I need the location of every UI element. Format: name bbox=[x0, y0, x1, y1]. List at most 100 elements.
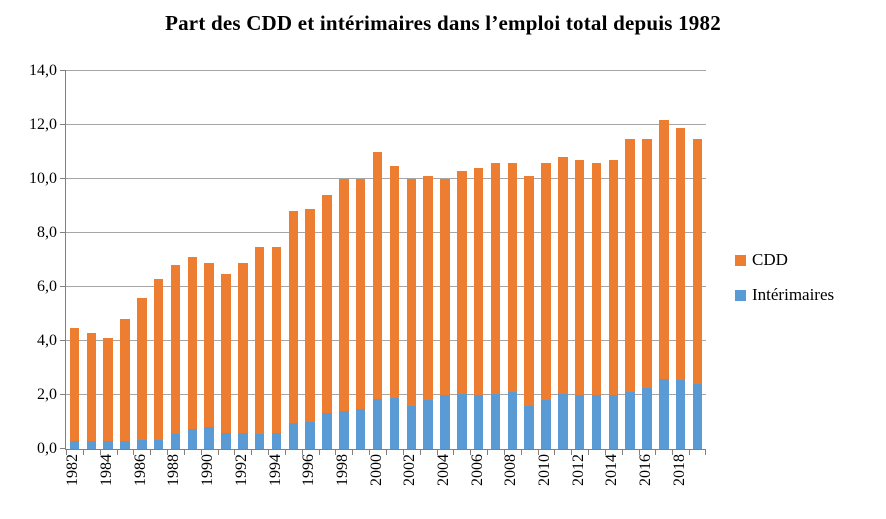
bar-1982-cdd bbox=[69, 327, 80, 441]
x-axis-tick bbox=[420, 450, 421, 455]
legend-item-cdd: CDD bbox=[735, 250, 834, 269]
bar-1999-cdd bbox=[355, 179, 366, 409]
x-axis-tick bbox=[302, 450, 303, 455]
bar-2006-intérimaires bbox=[473, 395, 484, 449]
x-axis-label-1994: 1994 bbox=[266, 454, 284, 486]
bar-1990-cdd bbox=[204, 262, 214, 428]
bar-2001-intérimaires bbox=[389, 397, 400, 449]
bar-1990-intérimaires bbox=[204, 427, 214, 449]
y-axis-tick bbox=[60, 448, 66, 449]
cdd-color-swatch bbox=[735, 254, 746, 266]
x-axis-tick bbox=[453, 450, 454, 455]
bar-1998-intérimaires bbox=[339, 411, 349, 449]
bar-2012-intérimaires bbox=[574, 395, 585, 449]
bar-1998-cdd bbox=[339, 179, 349, 412]
bar-1992-cdd bbox=[238, 262, 248, 433]
bar-2000-cdd bbox=[372, 152, 383, 400]
x-axis-label-2000: 2000 bbox=[367, 454, 385, 486]
y-axis-labels: 0,0 2,0 4,0 6,0 8,0 10,0 12,0 14,0 bbox=[0, 62, 57, 457]
gridline-14 bbox=[66, 70, 706, 71]
bar-1982-intérimaires bbox=[69, 440, 80, 449]
bar-1983-cdd bbox=[86, 332, 96, 441]
bar-2017-intérimaires bbox=[659, 378, 669, 449]
x-axis-label-1982: 1982 bbox=[64, 454, 82, 486]
x-axis-tick bbox=[352, 450, 353, 455]
x-axis-label-1984: 1984 bbox=[98, 454, 116, 486]
x-axis-tick bbox=[504, 450, 505, 455]
bar-1986-intérimaires bbox=[137, 439, 147, 449]
bar-1996-cdd bbox=[305, 208, 315, 422]
bar-2019-intérimaires bbox=[692, 384, 703, 449]
bar-1983-intérimaires bbox=[86, 440, 96, 449]
x-axis-tick bbox=[319, 450, 320, 455]
bar-2005-cdd bbox=[457, 170, 467, 394]
y-axis-tick bbox=[60, 178, 66, 179]
bar-2003-cdd bbox=[423, 176, 433, 401]
x-axis-tick bbox=[66, 450, 67, 455]
x-axis-label-1986: 1986 bbox=[131, 454, 149, 486]
bar-2018-cdd bbox=[675, 127, 686, 381]
bar-2004-cdd bbox=[440, 179, 450, 395]
bar-2009-intérimaires bbox=[524, 405, 534, 449]
y-axis-tick bbox=[60, 124, 66, 125]
y-axis-tick bbox=[60, 340, 66, 341]
y-axis-tick-label: 14,0 bbox=[29, 62, 57, 79]
bar-1993-intérimaires bbox=[254, 434, 265, 449]
x-axis-label-1996: 1996 bbox=[300, 454, 318, 486]
bar-2012-cdd bbox=[574, 160, 585, 395]
bar-2008-intérimaires bbox=[507, 392, 518, 449]
bar-1996-intérimaires bbox=[305, 422, 315, 449]
interimaires-color-swatch bbox=[735, 289, 746, 301]
x-axis-tick bbox=[588, 450, 589, 455]
x-axis-tick bbox=[639, 450, 640, 455]
x-axis-tick bbox=[470, 450, 471, 455]
y-axis-tick-label: 2,0 bbox=[37, 386, 57, 403]
bar-1999-intérimaires bbox=[355, 408, 366, 449]
x-axis-tick bbox=[201, 450, 202, 455]
bar-2018-intérimaires bbox=[675, 380, 686, 449]
y-axis-tick-label: 10,0 bbox=[29, 170, 57, 187]
bar-2010-intérimaires bbox=[541, 400, 551, 449]
x-axis-tick bbox=[268, 450, 269, 455]
legend-item-interimaires: Intérimaires bbox=[735, 285, 835, 304]
x-axis-tick bbox=[133, 450, 134, 455]
bar-2013-intérimaires bbox=[591, 395, 602, 449]
x-axis-tick bbox=[437, 450, 438, 455]
bar-2008-cdd bbox=[507, 162, 518, 393]
x-axis-tick bbox=[554, 450, 555, 455]
legend-label-interimaires: Intérimaires bbox=[752, 285, 835, 304]
x-axis-label-2014: 2014 bbox=[603, 454, 621, 486]
bar-2005-intérimaires bbox=[457, 393, 467, 449]
bar-1994-cdd bbox=[271, 246, 282, 433]
x-axis-tick bbox=[335, 450, 336, 455]
bar-2009-cdd bbox=[524, 176, 534, 406]
bar-2007-cdd bbox=[490, 162, 501, 394]
bar-1992-intérimaires bbox=[238, 432, 248, 449]
bar-1995-cdd bbox=[288, 211, 299, 424]
gridline-4 bbox=[66, 340, 706, 341]
x-axis-tick bbox=[285, 450, 286, 455]
x-axis-tick bbox=[571, 450, 572, 455]
x-axis-tick bbox=[251, 450, 252, 455]
x-axis-label-2016: 2016 bbox=[637, 454, 655, 486]
gridline-10 bbox=[66, 178, 706, 179]
x-axis-tick bbox=[689, 450, 690, 455]
x-axis-tick bbox=[538, 450, 539, 455]
x-axis-tick bbox=[655, 450, 656, 455]
x-axis-tick bbox=[605, 450, 606, 455]
x-axis-tick bbox=[184, 450, 185, 455]
y-axis-tick-label: 4,0 bbox=[37, 332, 57, 349]
y-axis-tick bbox=[60, 70, 66, 71]
x-axis-label-2006: 2006 bbox=[468, 454, 486, 486]
bar-1986-cdd bbox=[137, 297, 147, 440]
bar-2002-cdd bbox=[406, 179, 416, 406]
y-axis-tick bbox=[60, 286, 66, 287]
bar-1988-cdd bbox=[170, 265, 181, 435]
bar-1991-intérimaires bbox=[221, 432, 231, 449]
x-axis-tick bbox=[150, 450, 151, 455]
x-axis-labels: 1982 1984 1986 1988 1990 1992 1994 1996 1998 2000… bbox=[64, 454, 705, 514]
x-axis-label-2012: 2012 bbox=[569, 454, 587, 486]
bar-1995-intérimaires bbox=[288, 423, 299, 449]
x-axis-label-1990: 1990 bbox=[199, 454, 217, 486]
